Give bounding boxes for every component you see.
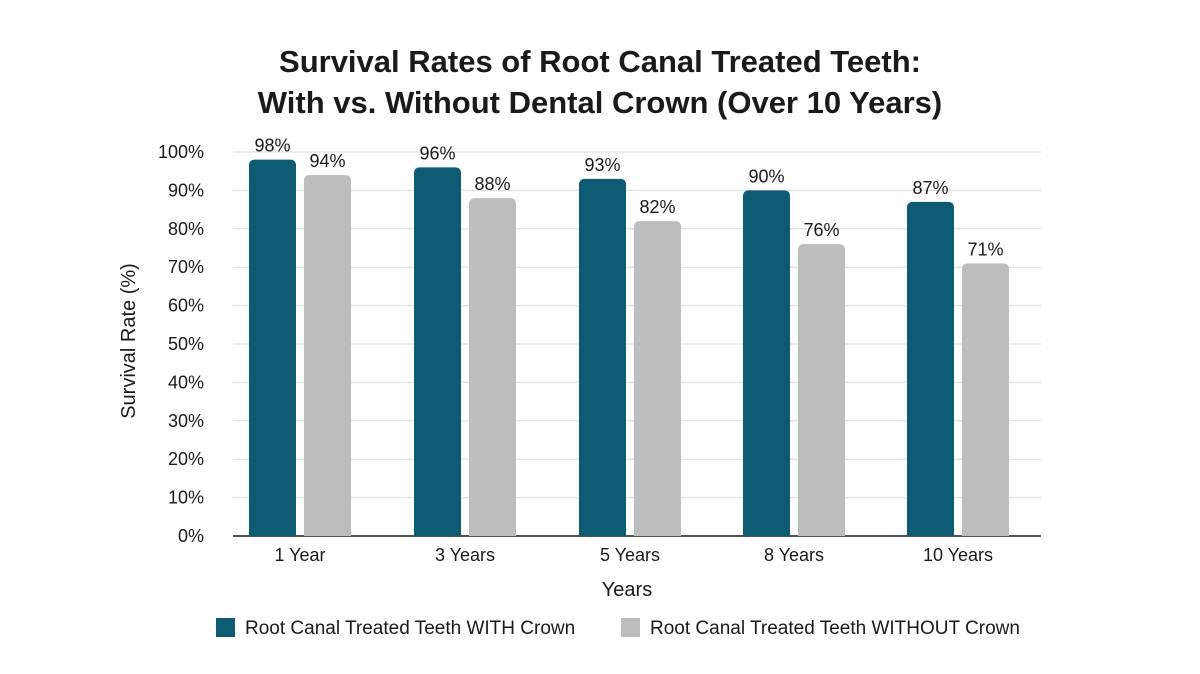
y-tick-label: 90%: [168, 180, 204, 200]
x-tick-label: 8 Years: [764, 545, 824, 565]
x-tick-label: 1 Year: [274, 545, 325, 565]
data-label: 93%: [584, 155, 620, 175]
y-tick-label: 50%: [168, 334, 204, 354]
x-tick-label: 3 Years: [435, 545, 495, 565]
data-label: 98%: [254, 136, 290, 156]
x-axis-ticks: 1 Year 3 Years 5 Years 8 Years 10 Years: [274, 545, 993, 565]
bar-with-crown: [579, 178, 626, 536]
y-tick-label: 10%: [168, 488, 204, 508]
data-label: 82%: [639, 197, 675, 217]
data-label: 76%: [803, 220, 839, 240]
y-tick-label: 100%: [158, 142, 204, 162]
data-label: 90%: [748, 166, 784, 186]
legend-label: Root Canal Treated Teeth WITHOUT Crown: [650, 618, 1020, 639]
data-label: 94%: [309, 151, 345, 171]
legend: Root Canal Treated Teeth WITH Crown Root …: [216, 618, 1020, 639]
y-tick-label: 0%: [178, 526, 204, 546]
x-tick-label: 10 Years: [923, 545, 993, 565]
y-tick-label: 20%: [168, 449, 204, 469]
y-axis-ticks: 0% 10% 20% 30% 40% 50% 60% 70% 80% 90% 100%: [158, 142, 204, 546]
bar-without-crown: [469, 198, 516, 536]
bar-with-crown: [743, 190, 790, 536]
data-label: 87%: [912, 178, 948, 198]
y-axis-title: Survival Rate (%): [118, 263, 140, 419]
legend-item: Root Canal Treated Teeth WITH Crown: [216, 618, 575, 639]
bar-with-crown: [414, 167, 461, 537]
bar-without-crown: [962, 263, 1009, 536]
chart-title-line-1: Survival Rates of Root Canal Treated Tee…: [279, 44, 921, 79]
data-labels: 98% 94% 96% 88% 93% 82% 90% 76% 87% 71%: [254, 136, 1003, 260]
bar-without-crown: [798, 244, 845, 536]
bar-without-crown: [304, 175, 351, 537]
chart-title-line-2: With vs. Without Dental Crown (Over 10 Y…: [258, 85, 942, 120]
legend-item: Root Canal Treated Teeth WITHOUT Crown: [621, 618, 1020, 639]
y-tick-label: 30%: [168, 411, 204, 431]
data-label: 71%: [967, 239, 1003, 259]
y-tick-label: 60%: [168, 296, 204, 316]
x-tick-label: 5 Years: [600, 545, 660, 565]
legend-swatch: [216, 618, 235, 637]
y-tick-label: 40%: [168, 372, 204, 392]
legend-label: Root Canal Treated Teeth WITH Crown: [245, 618, 575, 639]
legend-swatch: [621, 618, 640, 637]
bar-without-crown: [634, 221, 681, 536]
x-axis-title: Years: [602, 579, 652, 601]
chart-title: Survival Rates of Root Canal Treated Tee…: [258, 44, 942, 120]
bar-with-crown: [907, 201, 954, 537]
data-label: 96%: [419, 143, 455, 163]
bars: [249, 159, 1009, 537]
y-tick-label: 70%: [168, 257, 204, 277]
data-label: 88%: [474, 174, 510, 194]
y-tick-label: 80%: [168, 219, 204, 239]
bar-with-crown: [249, 159, 296, 536]
